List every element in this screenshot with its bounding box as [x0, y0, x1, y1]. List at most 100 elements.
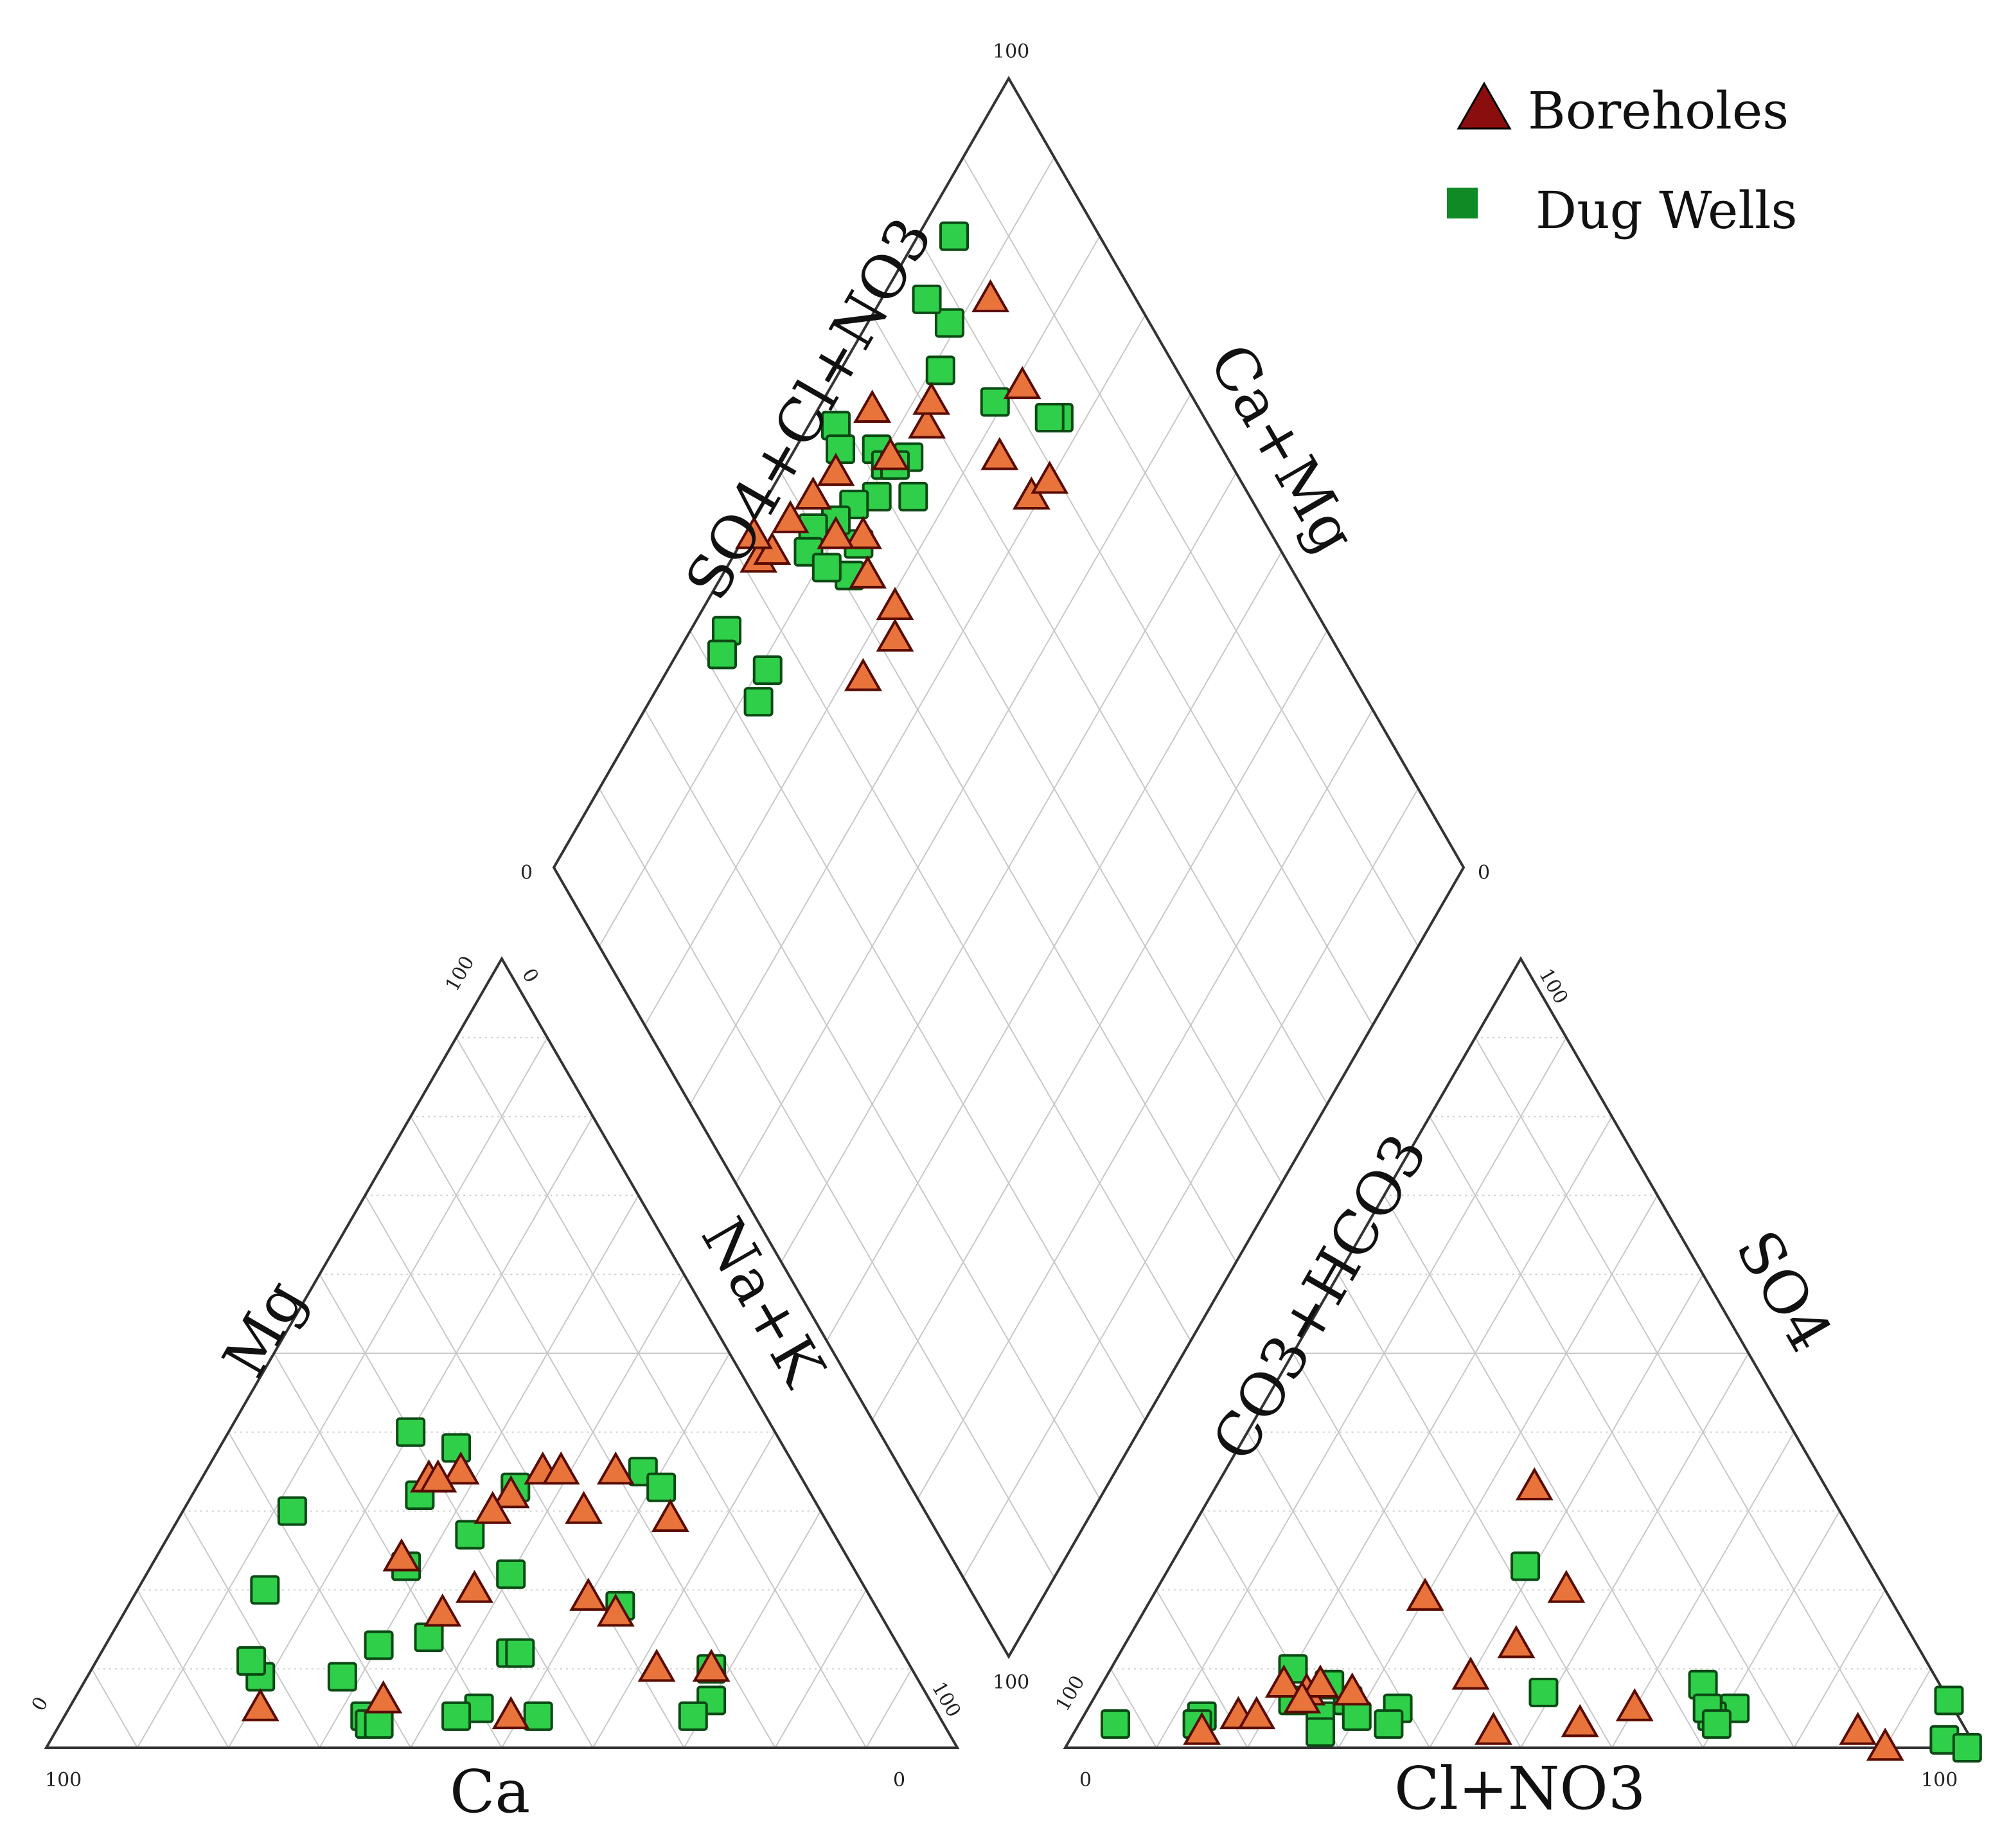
- diamond-borehole-point: [971, 279, 1010, 313]
- anion-dugwell-point: [1100, 1709, 1130, 1739]
- diamond-grid-a: [917, 236, 1374, 1026]
- cation-borehole-point: [419, 1459, 457, 1493]
- anion-label-co3-hco3: CO3+HCO3: [1199, 1123, 1440, 1472]
- cation-grid-a: [410, 1116, 776, 1748]
- anion-grid-a: [1338, 1274, 1613, 1748]
- cation-borehole-point: [441, 1451, 480, 1485]
- anion-borehole-point: [1561, 1703, 1599, 1737]
- diamond-borehole-point: [817, 515, 855, 549]
- plot-outlines: [44, 75, 1979, 1749]
- anion-grid-a: [1110, 1668, 1157, 1748]
- cation-dugwell-point: [414, 1622, 444, 1653]
- cation-grid-b: [136, 1037, 548, 1748]
- cation-dugwell-point: [364, 1709, 394, 1739]
- cation-grid-a: [364, 1195, 685, 1748]
- cation-dugwell-point: [496, 1559, 526, 1589]
- anion-borehole-point: [1515, 1467, 1554, 1500]
- anion-borehole-point: [1237, 1696, 1276, 1730]
- anion-dugwell-point: [1701, 1709, 1732, 1739]
- cation-tick-bottom-left: 100: [45, 1769, 82, 1791]
- anion-grid-b: [1155, 1037, 1567, 1748]
- diamond-borehole-point: [817, 452, 855, 486]
- diamond-grid-a: [871, 314, 1328, 1105]
- cation-dugwell-point: [327, 1662, 357, 1692]
- anion-borehole-point: [1406, 1577, 1444, 1611]
- diamond-borehole-point: [771, 500, 810, 533]
- anion-label-cl-no3: Cl+NO3: [1394, 1754, 1645, 1823]
- anion-grid-b: [1338, 1195, 1658, 1748]
- diamond-dugwell-point: [1034, 403, 1065, 433]
- anion-grid-a: [1475, 1037, 1886, 1748]
- diamond-borehole-point: [844, 657, 882, 691]
- data-points: [236, 221, 1982, 1763]
- cation-tick-right-top: 0: [517, 965, 543, 987]
- anion-dugwell-point: [1306, 1717, 1336, 1747]
- diamond-dugwell-point: [811, 553, 842, 583]
- cation-tick-right-bottom: 100: [927, 1678, 965, 1721]
- diamond-dugwell-point: [707, 639, 737, 670]
- anion-borehole-point: [1333, 1672, 1372, 1706]
- anion-grid-a: [1383, 1195, 1704, 1748]
- anion-borehole-point: [1615, 1688, 1654, 1721]
- diamond-borehole-point: [853, 389, 892, 423]
- cation-grid-a: [319, 1274, 594, 1748]
- anion-borehole-point: [1451, 1657, 1490, 1690]
- cation-grid-a: [273, 1353, 502, 1748]
- diamond-borehole-point: [844, 515, 882, 549]
- cation-borehole-point: [492, 1696, 530, 1730]
- diamond-borehole-point: [871, 437, 910, 470]
- cation-borehole-point: [492, 1475, 530, 1509]
- diamond-dugwell-point: [925, 355, 955, 386]
- diamond-tick-bottom: 100: [993, 1671, 1029, 1694]
- anion-borehole-point: [1547, 1570, 1586, 1603]
- diamond-borehole-point: [794, 476, 833, 510]
- diamond-dugwell-point: [939, 221, 970, 251]
- cation-borehole-point: [569, 1577, 608, 1611]
- anion-dugwell-point: [1342, 1701, 1372, 1731]
- cation-label-ca: Ca: [450, 1757, 530, 1826]
- cation-label-na-k: Na+K: [688, 1207, 838, 1399]
- diamond-grid-b: [917, 709, 1374, 1499]
- cation-borehole-point: [382, 1538, 421, 1572]
- legend: Boreholes Dug Wells: [1447, 81, 1798, 240]
- cation-tick-left-bottom: 0: [28, 1693, 53, 1715]
- cation-borehole-point: [596, 1451, 635, 1485]
- anion-borehole-point: [1839, 1712, 1877, 1745]
- diamond-tick-left: 0: [520, 862, 533, 884]
- cation-dugwell-point: [441, 1701, 472, 1731]
- anion-dugwell-point: [1510, 1551, 1541, 1581]
- cation-grid-a: [91, 1668, 138, 1748]
- cation-dugwell-point: [236, 1646, 267, 1676]
- cation-borehole-point: [423, 1593, 462, 1627]
- grid-lines: [91, 157, 1931, 1748]
- cation-grid-a: [182, 1511, 321, 1748]
- cation-dugwell-point: [277, 1496, 307, 1526]
- diamond-outline: [552, 75, 1466, 1660]
- diamond-tick-top: 100: [993, 40, 1029, 63]
- cation-dugwell-point: [250, 1575, 280, 1605]
- anion-borehole-point: [1866, 1727, 1904, 1761]
- diamond-grid-a: [962, 157, 1419, 947]
- anion-grid-b: [1884, 1668, 1931, 1748]
- cation-tick-left-top: 100: [441, 952, 479, 995]
- anion-grid-a: [1429, 1116, 1795, 1748]
- diamond-grid-a: [826, 393, 1282, 1184]
- diamond-grid-b: [826, 551, 1282, 1342]
- anion-borehole-point: [1497, 1625, 1536, 1658]
- anion-dugwell-point: [1934, 1685, 1964, 1716]
- legend-dugwells-label: Dug Wells: [1536, 181, 1798, 240]
- anion-outline: [1063, 956, 1979, 1749]
- diamond-dugwell-point: [912, 284, 942, 314]
- anion-tick-bottom-right: 100: [1921, 1769, 1958, 1791]
- diamond-borehole-point: [980, 437, 1019, 470]
- cation-grid-b: [501, 1353, 731, 1748]
- legend-dugwell-marker: [1447, 188, 1478, 218]
- cation-dugwell-point: [523, 1701, 553, 1731]
- cation-grid-a: [456, 1037, 867, 1748]
- cation-borehole-point: [565, 1491, 603, 1524]
- diamond-borehole-point: [876, 618, 914, 652]
- diamond-dugwell-point: [934, 308, 964, 338]
- anion-dugwell-point: [1528, 1678, 1559, 1708]
- anion-borehole-point: [1183, 1712, 1221, 1745]
